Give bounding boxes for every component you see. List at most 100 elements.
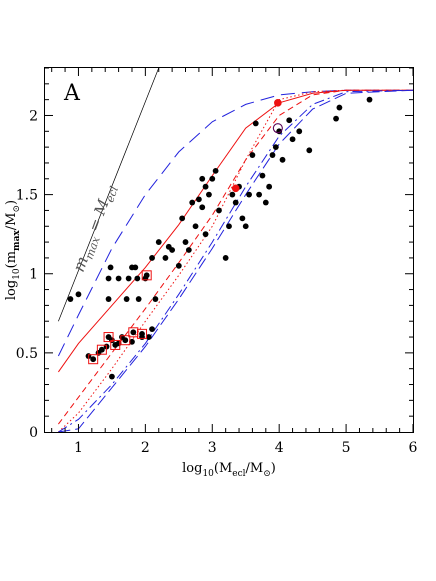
data-point bbox=[206, 191, 212, 198]
boxed-point-marker bbox=[141, 270, 152, 281]
annotation-sub2: ecl bbox=[103, 184, 121, 204]
data-point bbox=[185, 247, 192, 253]
data-point bbox=[67, 296, 74, 302]
x-tick-label: 3 bbox=[208, 440, 217, 456]
data-point bbox=[192, 223, 199, 230]
panel-label: A bbox=[63, 81, 81, 106]
data-point bbox=[149, 326, 155, 333]
data-point bbox=[269, 152, 276, 158]
y-axis-title: log10(mmax/M⊙) bbox=[4, 200, 22, 300]
data-point bbox=[135, 296, 142, 302]
data-point bbox=[246, 191, 252, 198]
series-line-2 bbox=[57, 89, 413, 357]
x-title-post: /M bbox=[246, 461, 264, 476]
y-tick-label: 1.5 bbox=[16, 188, 38, 204]
y-title-post: /M bbox=[4, 213, 19, 231]
series-line-3 bbox=[57, 89, 413, 373]
y-title-close: ) bbox=[4, 200, 19, 205]
y-tick-label: 0.5 bbox=[16, 346, 38, 362]
data-point bbox=[296, 128, 303, 135]
data-point bbox=[333, 115, 339, 122]
boxed-point-marker bbox=[103, 332, 114, 343]
data-point bbox=[202, 183, 209, 190]
data-point bbox=[115, 275, 122, 282]
y-title-mid: (m bbox=[4, 251, 19, 268]
data-point bbox=[182, 239, 189, 245]
boxed-point-marker bbox=[120, 335, 131, 346]
open-circle-point bbox=[272, 123, 283, 134]
series-line-4 bbox=[58, 89, 413, 432]
data-point bbox=[90, 356, 97, 363]
data-point bbox=[98, 346, 105, 353]
x-title-close: ) bbox=[271, 461, 276, 476]
data-point bbox=[286, 117, 293, 124]
red-data-point bbox=[231, 184, 240, 193]
data-point bbox=[202, 231, 209, 238]
data-point bbox=[155, 239, 162, 245]
data-point bbox=[162, 255, 169, 261]
annotation-main: m bbox=[69, 254, 92, 275]
y-tick-label: 1 bbox=[29, 267, 38, 283]
data-point bbox=[279, 156, 286, 163]
data-point bbox=[229, 191, 236, 198]
x-title-sub2: ecl bbox=[232, 469, 245, 479]
y-tick-label: 0 bbox=[29, 425, 38, 441]
data-point bbox=[199, 175, 206, 182]
data-point bbox=[152, 296, 159, 302]
data-point bbox=[122, 337, 129, 344]
data-point bbox=[149, 255, 155, 261]
data-point bbox=[134, 275, 141, 282]
x-tick-label: 6 bbox=[409, 440, 418, 456]
data-point bbox=[107, 264, 114, 271]
data-point bbox=[139, 330, 145, 337]
data-point bbox=[143, 272, 150, 279]
data-point bbox=[199, 204, 206, 211]
boxed-point-marker bbox=[137, 328, 148, 339]
x-title-pre: log bbox=[182, 461, 202, 476]
data-point bbox=[105, 275, 112, 282]
data-point bbox=[256, 191, 263, 198]
data-point bbox=[195, 196, 202, 203]
data-point bbox=[216, 207, 222, 214]
y-title-pre: log bbox=[4, 280, 19, 300]
data-point bbox=[222, 255, 229, 261]
data-point bbox=[212, 167, 219, 174]
x-tick-label: 2 bbox=[141, 440, 150, 456]
data-point bbox=[366, 96, 373, 103]
x-tick-label: 4 bbox=[275, 440, 284, 456]
axis-ticks: 1 2 3 4 5 6 0 0.5 1 1.5 2 bbox=[16, 67, 418, 456]
red-data-point bbox=[274, 99, 282, 107]
x-tick-label: 5 bbox=[342, 440, 351, 456]
data-point bbox=[272, 144, 279, 151]
data-point bbox=[242, 223, 249, 230]
data-point bbox=[129, 338, 135, 345]
axes-frame bbox=[44, 67, 414, 433]
series-line-6 bbox=[58, 89, 413, 432]
y-tick-label: 2 bbox=[29, 108, 38, 124]
curve-annotation: mmax = Mecl bbox=[69, 181, 121, 275]
x-title-sub1: 10 bbox=[202, 469, 214, 479]
boxed-point-marker bbox=[96, 344, 107, 355]
data-point bbox=[123, 296, 130, 302]
x-title-mid: (M bbox=[214, 461, 232, 476]
y-title-sub1: 10 bbox=[12, 268, 22, 280]
data-point bbox=[239, 215, 246, 222]
x-title-sun: ⊙ bbox=[263, 469, 271, 479]
data-point bbox=[189, 199, 196, 206]
data-point bbox=[306, 147, 313, 154]
data-point bbox=[109, 373, 115, 380]
boxed-point-marker bbox=[88, 354, 99, 365]
data-point bbox=[209, 175, 216, 182]
x-axis-title: log10(Mecl/M⊙) bbox=[182, 461, 276, 479]
data-point bbox=[252, 120, 259, 127]
data-point bbox=[249, 152, 256, 158]
data-point bbox=[179, 215, 186, 222]
y-title-sun: ⊙ bbox=[12, 205, 22, 213]
data-point bbox=[130, 329, 137, 336]
series-line-1 bbox=[58, 68, 160, 322]
data-point bbox=[105, 296, 112, 302]
annotation-eq: = M bbox=[83, 196, 113, 238]
data-point bbox=[262, 199, 269, 206]
y-title-sub2: max bbox=[12, 230, 22, 251]
